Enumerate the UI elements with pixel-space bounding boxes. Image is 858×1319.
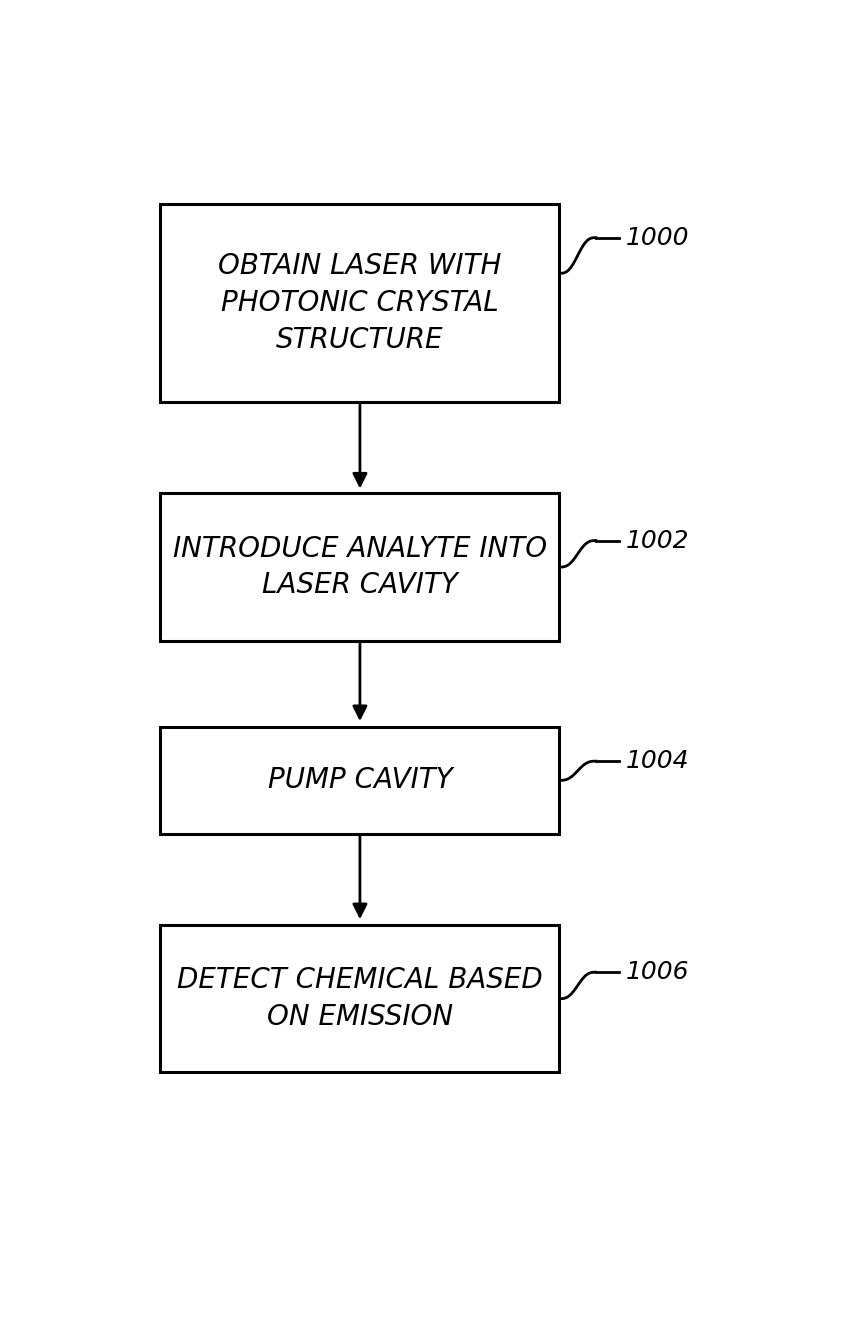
Text: 1004: 1004 — [626, 749, 690, 773]
Bar — [160, 204, 559, 402]
Text: 1006: 1006 — [626, 960, 690, 984]
Text: 1002: 1002 — [626, 529, 690, 553]
Text: DETECT CHEMICAL BASED
ON EMISSION: DETECT CHEMICAL BASED ON EMISSION — [177, 967, 543, 1031]
Bar — [160, 493, 559, 641]
Text: PUMP CAVITY: PUMP CAVITY — [268, 766, 452, 794]
Text: OBTAIN LASER WITH
PHOTONIC CRYSTAL
STRUCTURE: OBTAIN LASER WITH PHOTONIC CRYSTAL STRUC… — [218, 252, 502, 353]
Bar — [160, 727, 559, 834]
Text: 1000: 1000 — [626, 226, 690, 249]
Bar — [160, 925, 559, 1072]
Text: INTRODUCE ANALYTE INTO
LASER CAVITY: INTRODUCE ANALYTE INTO LASER CAVITY — [172, 534, 547, 599]
